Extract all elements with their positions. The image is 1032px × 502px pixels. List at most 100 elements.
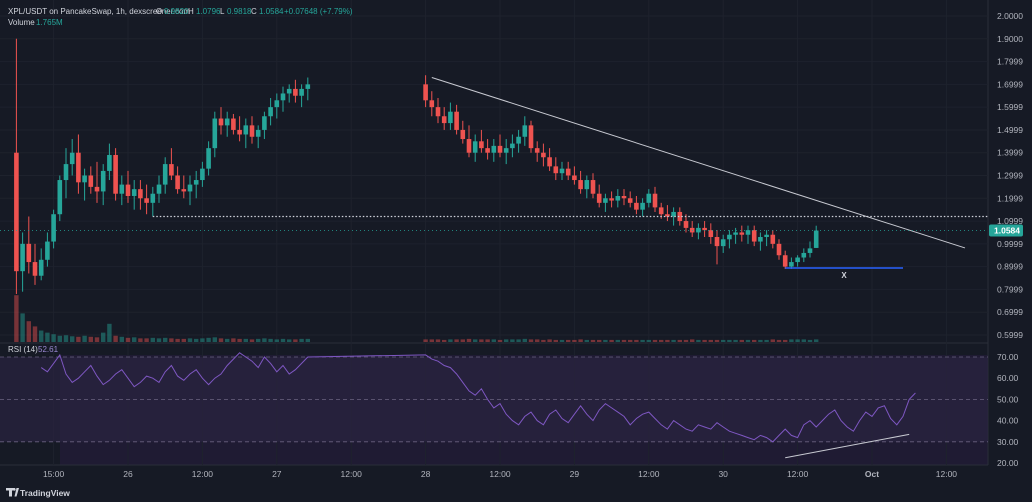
trendline[interactable] — [431, 77, 966, 249]
volume-bar — [101, 332, 106, 342]
volume-bar — [702, 339, 707, 342]
high-value: 1.0796 — [196, 7, 221, 16]
candle-body — [702, 227, 707, 231]
candlestick-series — [14, 38, 819, 294]
candle-body — [200, 168, 205, 181]
candle-body — [627, 198, 633, 203]
volume-bar — [144, 338, 149, 342]
volume-bar — [789, 339, 794, 342]
candle-body — [218, 118, 224, 126]
candle-body — [485, 148, 490, 153]
candle-body — [224, 118, 230, 126]
time-tick-label: Oct — [865, 469, 879, 479]
candle-body — [249, 125, 255, 137]
time-axis[interactable]: 15:00 26 12:00 27 12:00 28 12:00 29 12:00 30 12:00… — [43, 469, 957, 479]
candle-body — [435, 107, 441, 117]
change-value: +0.07648 (+7.79%) — [284, 7, 353, 16]
volume-bar — [566, 339, 571, 342]
candle-body — [553, 166, 559, 174]
rsi-tick-label: 70.00 — [997, 352, 1019, 362]
candle-body — [423, 84, 428, 101]
volume-bar — [516, 339, 521, 342]
price-tick-label: 1.5999 — [997, 102, 1023, 112]
volume-bar — [659, 339, 664, 342]
candle-body — [125, 184, 131, 196]
rsi-tick-label: 40.00 — [997, 416, 1019, 426]
volume-bar — [150, 337, 155, 342]
volume-bar — [125, 337, 131, 342]
candle-body — [522, 125, 528, 137]
volume-bar — [237, 338, 242, 342]
volume-bar — [175, 338, 180, 342]
volume-bar — [491, 339, 496, 342]
price-tick-label: 0.6999 — [997, 307, 1023, 317]
candle-body — [262, 116, 267, 130]
volume-bar — [45, 332, 50, 342]
volume-bar — [776, 339, 782, 342]
legend-header[interactable]: XPL/USDT on PancakeSwap, 1h, dexscreener… — [8, 7, 353, 27]
volume-bar — [665, 339, 670, 342]
tradingview-logo[interactable]: TradingView — [6, 488, 70, 498]
volume-bar — [485, 339, 490, 342]
price-tick-label: 0.5999 — [997, 330, 1023, 340]
volume-bar — [225, 338, 230, 342]
candle-body — [547, 157, 552, 167]
open-label: O — [156, 7, 162, 16]
volume-bar — [733, 339, 738, 342]
candle-body — [665, 214, 670, 217]
price-tick-label: 1.4999 — [997, 125, 1023, 135]
candle-body — [206, 148, 211, 169]
volume-bar — [634, 339, 639, 342]
volume-bar — [268, 338, 273, 342]
volume-bar — [299, 338, 304, 342]
volume-bar — [814, 339, 819, 342]
candle-body — [293, 88, 298, 96]
candle-body — [770, 234, 776, 244]
rsi-tick-label: 20.00 — [997, 458, 1019, 468]
rsi-divergence-line[interactable] — [785, 433, 910, 459]
volume-bar — [652, 339, 658, 342]
candle-body — [565, 168, 571, 176]
candle-body — [94, 186, 100, 192]
symbol-title[interactable]: XPL/USDT on PancakeSwap, 1h, dexscreener… — [8, 7, 191, 16]
rsi-legend[interactable]: RSI (14) 52.61 — [8, 345, 59, 354]
candle-body — [76, 152, 81, 183]
candle-body — [801, 252, 807, 258]
candle-body — [454, 111, 459, 130]
candle-body — [150, 193, 156, 203]
candle-body — [193, 180, 199, 185]
volume-bar — [305, 338, 310, 342]
candle-body — [144, 198, 149, 203]
volume-bar — [454, 339, 459, 342]
candle-body — [57, 180, 63, 215]
candle-body — [305, 84, 311, 89]
candle-body — [739, 232, 745, 235]
candle-body — [534, 148, 540, 153]
chart-drawings[interactable]: X — [0, 77, 988, 280]
tradingview-brand: TradingView — [20, 488, 70, 498]
last-price-label: 1.0584 — [994, 226, 1020, 236]
candle-body — [789, 262, 794, 267]
volume-bar — [590, 339, 596, 342]
candle-body — [69, 152, 75, 165]
rsi-line — [40, 352, 916, 443]
volume-bar — [615, 339, 620, 342]
volume-bar — [293, 339, 298, 342]
volume-bar — [460, 339, 465, 342]
volume-bar — [807, 339, 813, 342]
candle-body — [51, 214, 56, 242]
candle-body — [727, 234, 732, 240]
close-label: C — [251, 7, 257, 16]
candle-body — [751, 230, 757, 242]
candle-body — [807, 248, 813, 253]
price-axis[interactable]: 2.0000 1.9000 1.7999 1.6999 1.5999 1.4999 1.39… — [989, 11, 1023, 468]
volume-bar — [690, 339, 695, 342]
volume-bar — [646, 339, 651, 342]
volume-bar — [200, 338, 205, 342]
volume-bar — [88, 336, 93, 342]
candle-body — [20, 243, 25, 272]
volume-bar — [572, 339, 577, 342]
volume-bar — [683, 339, 689, 342]
candle-body — [609, 198, 614, 201]
